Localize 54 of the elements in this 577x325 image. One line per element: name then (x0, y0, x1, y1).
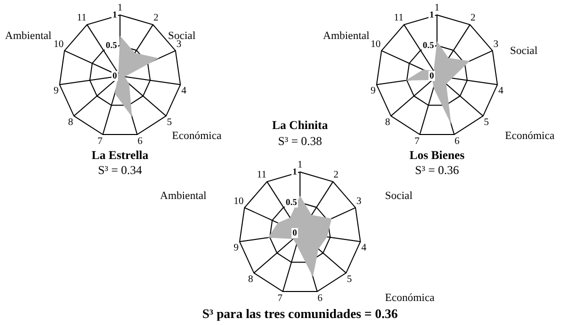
spoke-label: 5 (484, 117, 489, 128)
spoke-label: 8 (68, 117, 74, 128)
text: Económica (385, 292, 434, 304)
text: Social (385, 190, 412, 202)
spoke-label: 4 (498, 85, 504, 96)
spoke-label: 11 (76, 12, 86, 24)
spoke-label: 11 (394, 12, 404, 24)
spoke-label: 8 (385, 117, 390, 128)
spoke-label: 9 (234, 242, 239, 254)
spoke-label: 10 (234, 196, 244, 207)
spoke-label: 2 (154, 12, 159, 24)
spoke-label: 8 (248, 274, 254, 286)
spoke-label: 2 (470, 12, 476, 24)
spoke-label: 4 (361, 242, 366, 254)
text: Económica (505, 130, 554, 142)
spoke-label: 10 (370, 38, 381, 50)
spoke-label: 3 (356, 196, 362, 207)
text: Ambiental (5, 30, 52, 42)
y-tick-label: 0.5 (286, 196, 298, 207)
spoke-label: 6 (317, 293, 322, 304)
spoke-label: 3 (176, 38, 182, 50)
spoke-label: 2 (334, 169, 339, 180)
y-tick-label: 0.5 (422, 40, 434, 50)
y-tick-label: 1 (434, 2, 440, 14)
spoke-label: 11 (256, 169, 266, 180)
spoke-label: 7 (98, 136, 103, 148)
y-tick-label: 0 (430, 70, 434, 80)
spoke-label: 9 (370, 85, 376, 96)
spoke-label: 6 (137, 136, 142, 148)
chart-title: La Chinita (272, 118, 328, 133)
chart-subtitle: S³ = 0.38 (278, 134, 322, 149)
text: S³ para las tres comunidades = 0.36 (202, 306, 398, 322)
text: S³ = 0.34 (98, 163, 142, 178)
text: La Estrella (92, 148, 148, 163)
spoke-label: 6 (454, 136, 460, 148)
text: Ambiental (160, 190, 206, 202)
spoke-label: 4 (181, 85, 186, 96)
spoke-label: 7 (414, 136, 420, 148)
spoke-label: 9 (54, 85, 59, 96)
y-tick-label: 1 (298, 160, 302, 171)
y-tick-label: 1 (118, 2, 122, 14)
text: Social (510, 45, 538, 57)
spoke-label: 10 (54, 38, 64, 50)
y-tick-label: 0.5 (106, 40, 118, 50)
spoke-label: 5 (166, 117, 172, 128)
y-tick-label: 0 (112, 70, 118, 80)
text: Ambiental (323, 30, 370, 42)
y-tick-label: 0 (292, 227, 298, 238)
spoke-label: 7 (278, 293, 283, 304)
text: S³ = 0.36 (414, 163, 460, 178)
spoke-label: 5 (346, 274, 352, 286)
text: Económica (172, 130, 222, 142)
text: Los Bienes (409, 148, 465, 163)
spoke-label: 3 (493, 38, 498, 50)
